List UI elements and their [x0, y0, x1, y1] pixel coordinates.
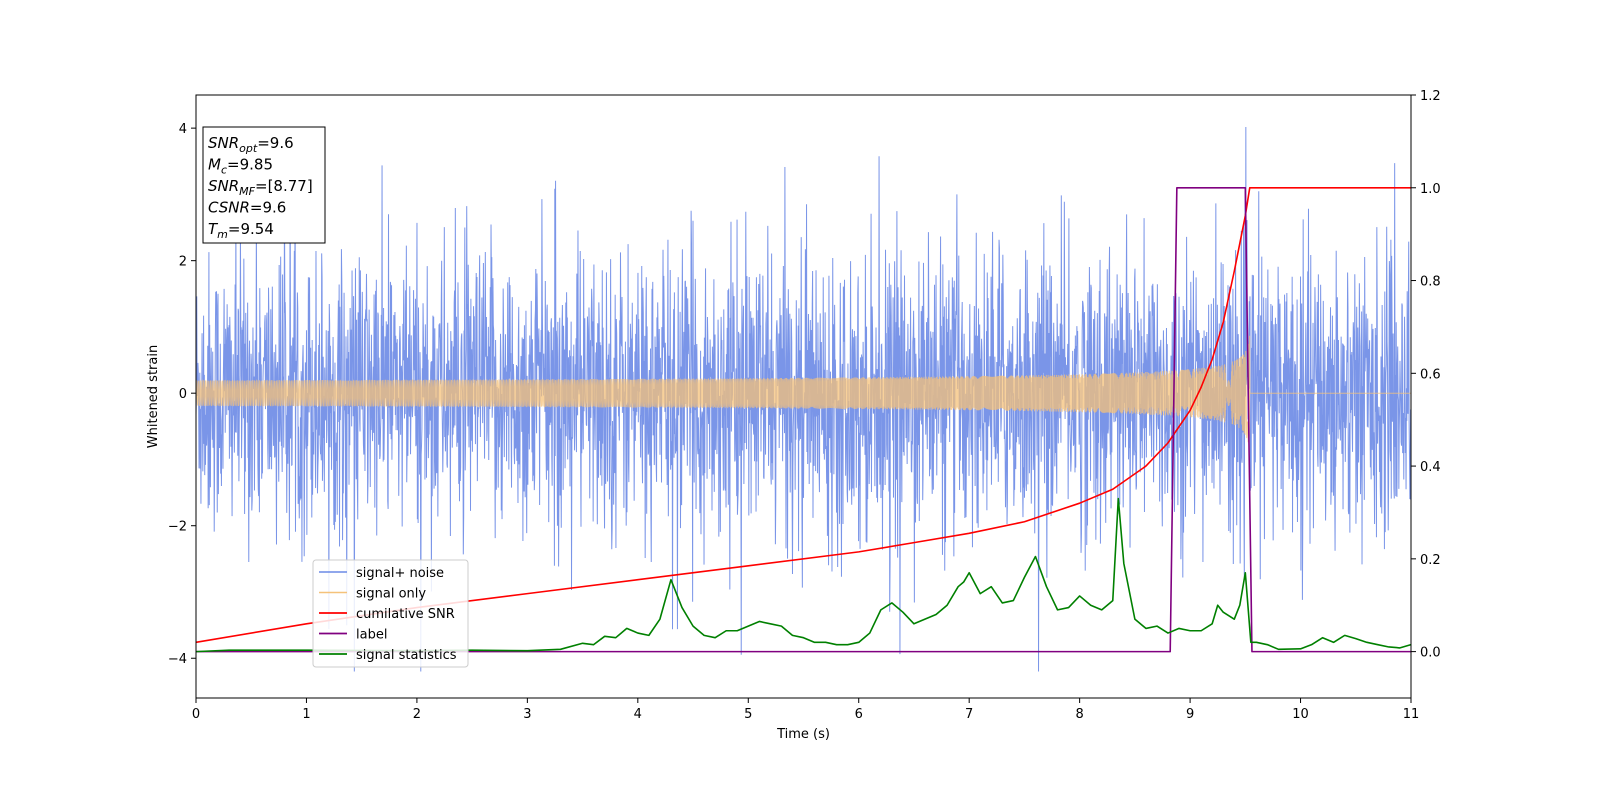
signal-only-layer [195, 335, 1411, 443]
series-line-signal-noise [195, 127, 1412, 672]
info-line: SNRMF=[8.77] [208, 177, 313, 198]
y-axis-left: 4 2 0 −2 −4 [168, 122, 196, 667]
legend-label: cumilative SNR [356, 607, 455, 622]
legend-label: signal+ noise [356, 566, 444, 581]
info-line: Mc=9.85 [208, 156, 273, 177]
y-tick-label: 4 [179, 122, 187, 137]
y-tick-label: −4 [168, 652, 187, 667]
y2-tick-label: 1.0 [1420, 182, 1441, 197]
legend-label: label [356, 628, 387, 643]
x-tick-label: 10 [1292, 707, 1309, 722]
info-box-frame [202, 126, 326, 244]
info-line: CSNR=9.6 [208, 199, 286, 217]
x-tick-label: 5 [744, 707, 752, 722]
y2-tick-label: 0.8 [1420, 275, 1441, 290]
legend-frame [312, 559, 469, 668]
y2-tick-label: 1.2 [1420, 89, 1441, 104]
x-tick-label: 7 [965, 707, 973, 722]
x-tick-label: 3 [523, 707, 531, 722]
y2-tick-label: 0.6 [1420, 367, 1441, 382]
series-line-label [196, 186, 1411, 653]
x-tick-label: 4 [634, 707, 642, 722]
x-tick-label: 6 [855, 707, 863, 722]
legend-label: signal only [356, 587, 426, 602]
series-line-cumulative-snr [195, 186, 1411, 644]
info-line: Tm=9.54 [208, 220, 274, 241]
y-tick-label: 2 [179, 255, 187, 270]
x-axis: 0 1 2 3 4 5 6 7 8 9 10 11 [192, 698, 1419, 722]
legend-label: signal statistics [356, 648, 457, 663]
x-tick-label: 8 [1075, 707, 1083, 722]
x-axis-label: Time (s) [776, 727, 830, 742]
x-tick-label: 1 [302, 707, 310, 722]
y-tick-label: −2 [168, 520, 187, 535]
x-tick-label: 9 [1186, 707, 1194, 722]
x-tick-label: 0 [192, 707, 200, 722]
legend: signal+ noise signal only cumilative SNR la… [312, 559, 469, 668]
y2-tick-label: 0.2 [1420, 553, 1441, 568]
signal-noise-layer [195, 127, 1412, 672]
y-axis-label: Whitened strain [146, 345, 161, 448]
info-line: SNRopt=9.6 [208, 134, 294, 155]
right-axis-lines-layer [195, 186, 1412, 653]
x-tick-label: 2 [413, 707, 421, 722]
y-tick-label: 0 [179, 387, 187, 402]
series-line-signal-statistics [195, 497, 1412, 653]
plot-frame [195, 94, 1412, 699]
series-line-signal-only [195, 335, 1411, 443]
y-axis-right: 1.2 1.0 0.8 0.6 0.4 0.2 0.0 [1411, 89, 1441, 661]
y2-tick-label: 0.4 [1420, 460, 1441, 475]
y2-tick-label: 0.0 [1420, 646, 1441, 661]
x-tick-label: 11 [1403, 707, 1420, 722]
